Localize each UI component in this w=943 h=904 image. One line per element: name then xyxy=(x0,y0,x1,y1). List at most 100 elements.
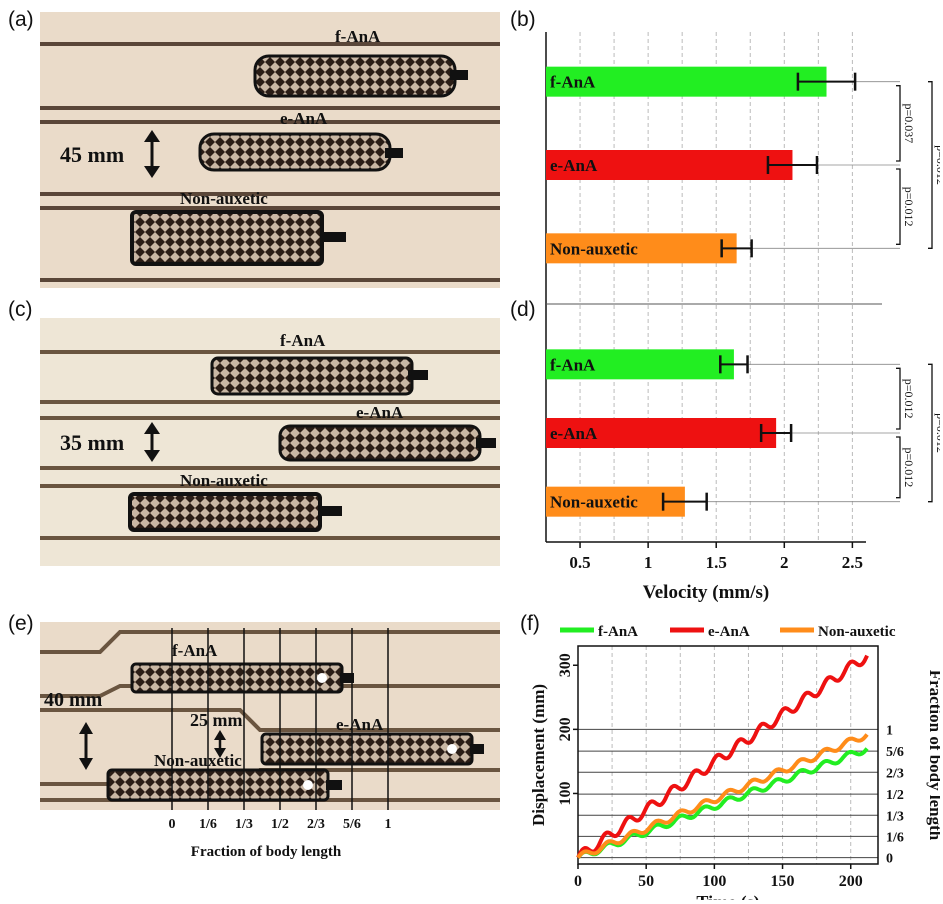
plot-frame xyxy=(577,645,879,865)
bar-f-ana xyxy=(546,349,734,380)
x-tick-label: 2.5 xyxy=(842,553,863,572)
y-axis-title: Displacement (mm) xyxy=(529,684,548,826)
bar-f-ana xyxy=(546,66,827,97)
significance-bracket xyxy=(896,367,901,430)
significance-bracket xyxy=(896,168,901,245)
bar-label-non-auxetic: Non-auxetic xyxy=(550,239,638,258)
photo-a-label-f-ana: f-AnA xyxy=(335,27,381,46)
photo-c-scale-label: 35 mm xyxy=(60,430,124,455)
significance-bracket xyxy=(928,81,933,249)
significance-bracket xyxy=(928,363,933,503)
significance-bracket xyxy=(896,436,901,499)
photo-c-label-f-ana: f-AnA xyxy=(280,331,326,350)
photo-e-scale-arrow-2 xyxy=(214,730,226,758)
y2-tick-label: 5/6 xyxy=(886,745,904,760)
photo-a-scale-arrow xyxy=(144,130,160,178)
y2-tick-label: 1/6 xyxy=(886,830,904,845)
displacement-line-chart: 0 1/6 1/3 1/2 2/3 5/6 1 0 50 100 150 200 100 200 300 Ti… xyxy=(529,624,940,900)
bar-e-ana xyxy=(546,150,793,180)
x-axis-title: Time (s) xyxy=(696,892,759,900)
photo-e-label-e-ana: e-AnA xyxy=(336,715,384,734)
robot-f-ana-a xyxy=(253,54,468,98)
x-tick-label: 0 xyxy=(574,873,582,890)
bar-label-f-ana: f-AnA xyxy=(550,355,596,374)
fraction-tick-label: 1/3 xyxy=(235,817,253,832)
photo-e-scale-arrow-1 xyxy=(79,722,93,770)
significance-label: p=0.012 xyxy=(902,379,916,419)
photo-a-label-e-ana: e-AnA xyxy=(280,109,328,128)
bar-non-auxetic xyxy=(546,233,737,264)
x-tick-label: 200 xyxy=(839,873,863,890)
photo-panel-c: f-AnA e-AnA Non-auxetic 35 mm xyxy=(40,318,500,566)
robot-e-ana-a xyxy=(198,132,403,172)
significance-label: p=0.012 xyxy=(902,187,916,227)
robot-e-ana-e xyxy=(260,732,484,766)
y2-tick-label: 2/3 xyxy=(886,766,904,781)
fraction-tick-label: 0 xyxy=(169,817,176,832)
bar-non-auxetic xyxy=(546,486,685,517)
bar-label-e-ana: e-AnA xyxy=(550,156,598,175)
y2-tick-label: 1/3 xyxy=(886,809,904,824)
photo-panel-e: f-AnA e-AnA Non-auxetic 40 mm 25 mm xyxy=(40,622,500,810)
photo-panel-a: f-AnA e-AnA Non-auxetic 45 mm xyxy=(40,12,500,288)
y-tick-label: 100 xyxy=(557,781,574,805)
significance-label: p=0.012 xyxy=(902,447,916,487)
y2-tick-label: 1 xyxy=(886,723,893,738)
photo-e-drawing: f-AnA e-AnA Non-auxetic 40 mm 25 mm xyxy=(40,622,500,810)
significance-label: p=0.037 xyxy=(902,103,916,143)
photo-c-drawing: f-AnA e-AnA Non-auxetic 35 mm xyxy=(40,318,500,566)
photo-c-label-non-auxetic: Non-auxetic xyxy=(180,471,268,490)
significance-label: p=0.012 xyxy=(934,413,940,453)
robot-f-ana-c xyxy=(210,356,428,396)
fraction-tick-label: 1 xyxy=(385,817,392,832)
panel-label-c: (c) xyxy=(8,298,33,321)
y2-axis-title: Fraction of body length xyxy=(926,670,940,841)
photo-e-scale-label-2: 25 mm xyxy=(190,710,243,730)
legend-label-f-ana: f-AnA xyxy=(598,624,638,640)
robot-non-auxetic-a xyxy=(130,210,346,266)
fraction-tick-label: 5/6 xyxy=(343,817,361,832)
significance-label: p=0.012 xyxy=(934,145,940,185)
significance-bracket xyxy=(896,85,901,162)
fraction-tick-label: 1/2 xyxy=(271,817,289,832)
y-tick-label: 300 xyxy=(557,653,574,677)
photo-a-drawing: f-AnA e-AnA Non-auxetic 45 mm xyxy=(40,12,500,288)
line-non-auxetic xyxy=(576,733,869,859)
photo-c-scale-arrow xyxy=(144,422,160,462)
x-tick-label: 0.5 xyxy=(569,553,590,572)
x-axis-title: Velocity (mm/s) xyxy=(643,582,769,603)
fraction-axis-title: Fraction of body length xyxy=(191,844,342,860)
bar-e-ana xyxy=(546,418,777,448)
photo-e-scale-label-1: 40 mm xyxy=(44,689,103,711)
panel-label-a: (a) xyxy=(8,8,34,31)
robot-non-auxetic-c xyxy=(128,492,342,532)
x-tick-label: 2 xyxy=(780,553,789,572)
x-tick-label: 150 xyxy=(771,873,795,890)
panel-label-e: (e) xyxy=(8,612,34,635)
x-tick-label: 100 xyxy=(702,873,726,890)
x-tick-label: 1.5 xyxy=(706,553,727,572)
photo-e-label-f-ana: f-AnA xyxy=(172,641,218,660)
line-e-ana xyxy=(576,654,869,859)
photo-a-scale-label: 45 mm xyxy=(60,142,124,167)
x-tick-label: 50 xyxy=(638,873,654,890)
velocity-bar-charts: f-AnA e-AnA Non-auxetic p=0.037 p=0.012 p=0.0… xyxy=(545,32,940,603)
bar-label-non-auxetic: Non-auxetic xyxy=(550,493,638,512)
robot-f-ana-e xyxy=(130,662,354,694)
bar-label-f-ana: f-AnA xyxy=(550,73,596,92)
legend-label-non-auxetic: Non-auxetic xyxy=(818,624,896,640)
bar-label-e-ana: e-AnA xyxy=(550,424,598,443)
robot-e-ana-c xyxy=(278,424,496,462)
fraction-tick-label: 2/3 xyxy=(307,817,325,832)
fraction-axis-e: 0 1/6 1/3 1/2 2/3 5/6 1 Fraction of body lengt… xyxy=(169,817,392,860)
y-tick-label: 200 xyxy=(557,717,574,741)
panel-label-d: (d) xyxy=(510,298,536,321)
legend-label-e-ana: e-AnA xyxy=(708,624,750,640)
x-tick-label: 1 xyxy=(644,553,653,572)
panel-label-f: (f) xyxy=(520,612,540,635)
fraction-tick-label: 1/6 xyxy=(199,817,217,832)
photo-a-label-non-auxetic: Non-auxetic xyxy=(180,189,268,208)
panel-label-b: (b) xyxy=(510,8,536,31)
y2-tick-label: 0 xyxy=(886,852,893,867)
photo-e-label-non-auxetic: Non-auxetic xyxy=(154,751,242,770)
